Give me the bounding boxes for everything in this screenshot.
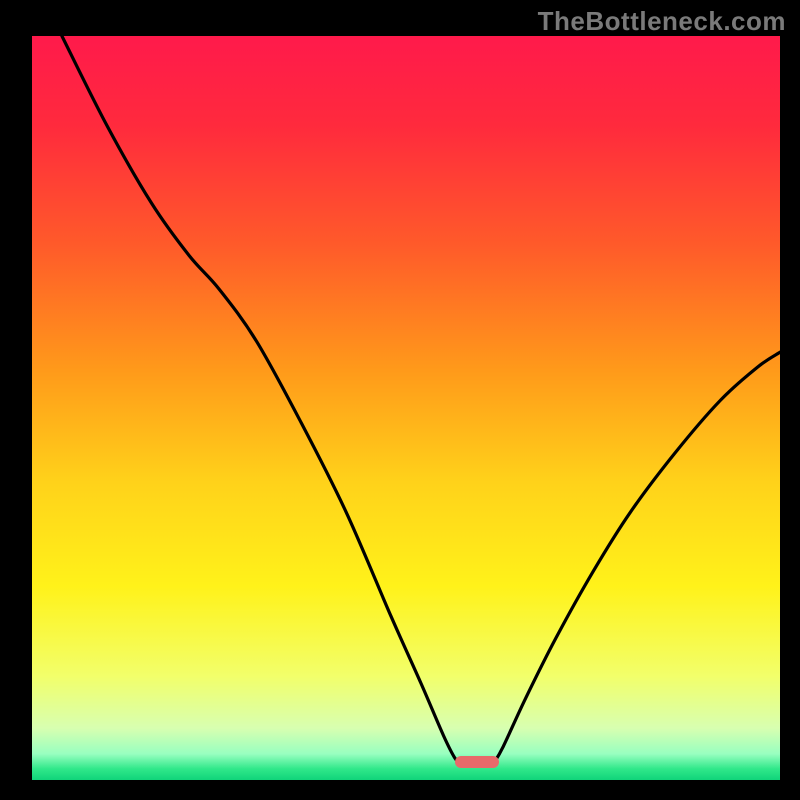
curve-right	[494, 352, 780, 763]
optimal-marker	[455, 756, 498, 768]
curve-layer	[32, 36, 780, 780]
curve-left	[62, 36, 461, 764]
frame-right	[780, 0, 800, 800]
frame-left	[0, 0, 32, 800]
frame-bottom	[0, 780, 800, 800]
watermark: TheBottleneck.com	[538, 6, 786, 37]
plot-area	[32, 36, 780, 780]
